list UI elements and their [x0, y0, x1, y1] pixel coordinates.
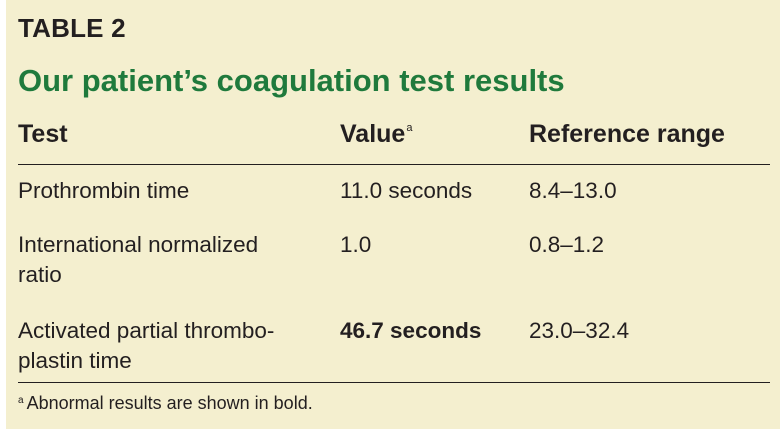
table-footnote: a Abnormal results are shown in bold.: [18, 393, 313, 414]
footnote-text: Abnormal results are shown in bold.: [26, 393, 313, 413]
column-header-value-label: Value: [340, 120, 406, 148]
table-row-test: Activated partial thrombo- plastin time: [18, 316, 274, 376]
test-name-line: plastin time: [18, 348, 132, 373]
test-name-line: ratio: [18, 262, 62, 287]
table-title: Our patient’s coagulation test results: [18, 63, 565, 98]
table-row-test: Prothrombin time: [18, 176, 189, 206]
column-header-test-label: Test: [18, 120, 68, 148]
table-row-reference: 0.8–1.2: [529, 232, 605, 257]
column-header-value: Valuea: [340, 120, 412, 149]
footer-rule: [18, 382, 770, 383]
test-name-line: Prothrombin time: [18, 178, 190, 203]
footnote-marker: a: [18, 395, 24, 406]
column-header-reference-label: Reference range: [529, 120, 725, 148]
table-row-value: 11.0 seconds: [340, 178, 473, 203]
table-panel: TABLE 2 Our patient’s coagulation test r…: [6, 0, 780, 429]
column-header-reference: Reference range: [529, 120, 725, 149]
table-row-value-abnormal: 46.7 seconds: [340, 318, 482, 343]
table-row-reference: 23.0–32.4: [529, 318, 630, 343]
column-header-test: Test: [18, 120, 68, 149]
table-row-reference: 8.4–13.0: [529, 178, 617, 203]
table-number: TABLE 2: [18, 13, 126, 43]
test-name-line: Activated partial thrombo-: [18, 318, 275, 343]
footnote-marker: a: [406, 122, 413, 134]
table-row-value: 1.0: [340, 232, 372, 257]
table-row-test: International normalized ratio: [18, 230, 258, 290]
header-rule: [18, 164, 770, 165]
test-name-line: International normalized: [18, 232, 259, 257]
